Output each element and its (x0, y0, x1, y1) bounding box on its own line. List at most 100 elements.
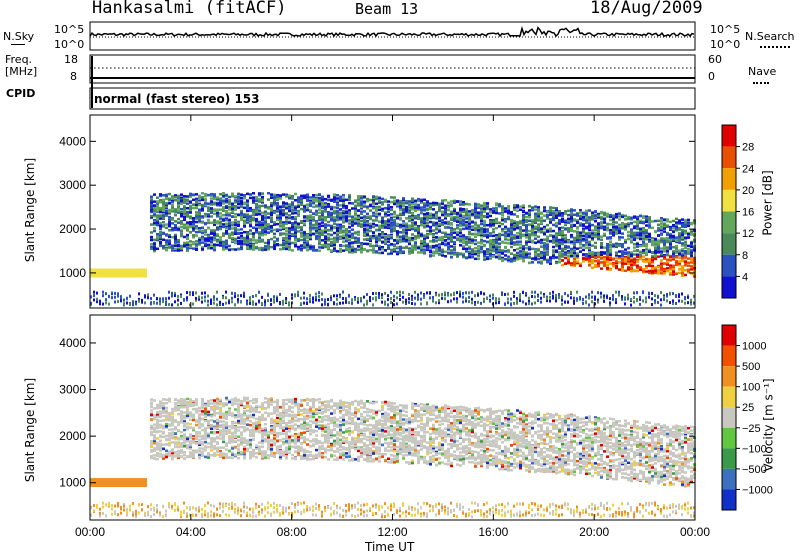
echo-cell (294, 217, 297, 221)
echo-cell (630, 254, 633, 258)
echo-cell (324, 237, 327, 241)
echo-cell (339, 197, 342, 200)
echo-cell (402, 246, 405, 250)
echo-cell (645, 260, 648, 263)
echo-cell (249, 222, 252, 225)
echo-cell (405, 226, 408, 229)
echo-cell (528, 261, 531, 265)
echo-cell (207, 202, 210, 205)
echo-cell (453, 212, 456, 215)
echo-cell (543, 238, 546, 241)
echo-cell (228, 248, 231, 251)
echo-cell (174, 233, 177, 237)
echo-cell (549, 219, 552, 222)
echo-cell (435, 213, 438, 217)
echo-cell (624, 269, 627, 273)
echo-cell (210, 240, 213, 244)
echo-cell (381, 223, 384, 227)
echo-cell (492, 230, 495, 234)
echo-cell (312, 198, 315, 201)
echo-cell (669, 264, 672, 267)
echo-cell (291, 212, 294, 215)
echo-cell (636, 258, 639, 262)
echo-cell (600, 215, 603, 219)
echo-cell (291, 210, 294, 213)
echo-cell (183, 225, 186, 228)
echo-cell (390, 252, 393, 255)
echo-cell (603, 264, 606, 267)
echo-cell (576, 214, 579, 217)
echo-cell (336, 211, 339, 215)
echo-cell (612, 243, 615, 246)
echo-cell (435, 247, 438, 251)
echo-cell (435, 225, 438, 229)
echo-cell (303, 210, 306, 213)
echo-cell (648, 232, 651, 236)
echo-cell (639, 251, 642, 254)
echo-cell (255, 223, 258, 227)
echo-cell (585, 243, 588, 246)
echo-cell (426, 207, 429, 211)
echo-cell (426, 229, 429, 233)
echo-cell (222, 202, 225, 205)
echo-cell (495, 251, 498, 254)
echo-cell (549, 233, 552, 237)
echo-cell (360, 200, 363, 203)
echo-cell (204, 233, 207, 236)
echo-cell (609, 262, 612, 265)
echo-cell (225, 222, 228, 225)
echo-cell (585, 219, 588, 222)
echo-cell (378, 196, 381, 199)
echo-cell (351, 218, 354, 221)
echo-cell (663, 239, 666, 243)
echo-cell (240, 234, 243, 238)
echo-cell (450, 245, 453, 248)
echo-cell (471, 248, 474, 251)
echo-cell (648, 271, 651, 275)
echo-cell (462, 245, 465, 248)
echo-cell (570, 247, 573, 251)
echo-cell (504, 250, 507, 253)
echo-cell (255, 227, 258, 230)
echo-cell (582, 253, 585, 256)
noise-sky-trace (89, 25, 695, 38)
echo-cell (393, 202, 396, 206)
echo-cell (480, 232, 483, 235)
echo-cell (666, 267, 669, 270)
echo-cell (555, 232, 558, 235)
echo-cell (627, 266, 630, 269)
echo-cell (417, 213, 420, 217)
echo-cell (231, 223, 234, 227)
echo-cell (285, 244, 288, 247)
echo-cell (366, 207, 369, 210)
echo-cell (375, 209, 378, 212)
echo-cell (501, 252, 504, 255)
echo-cell (216, 222, 219, 225)
echo-cell (387, 235, 390, 238)
echo-cell (441, 242, 444, 246)
echo-cell (438, 236, 441, 239)
echo-cell (597, 258, 600, 262)
echo-cell (528, 237, 531, 240)
echo-cell (372, 211, 375, 215)
echo-cell (303, 222, 306, 225)
echo-cell (522, 218, 525, 222)
echo-cell (570, 250, 573, 253)
echo-cell (486, 202, 489, 205)
echo-cell (450, 226, 453, 230)
echo-cell (306, 208, 309, 212)
echo-cell (198, 212, 201, 215)
echo-cell (339, 250, 342, 253)
echo-cell (510, 212, 513, 216)
echo-cell (216, 211, 219, 215)
echo-cell (423, 238, 426, 241)
echo-cell (537, 219, 540, 222)
echo-cell (435, 201, 438, 205)
echo-cell (342, 240, 345, 243)
echo-cell (507, 207, 510, 210)
echo-cell (420, 201, 423, 204)
nave-label: Nave (748, 65, 777, 78)
echo-cell (657, 270, 660, 274)
echo-cell (456, 231, 459, 234)
echo-cell (462, 207, 465, 211)
